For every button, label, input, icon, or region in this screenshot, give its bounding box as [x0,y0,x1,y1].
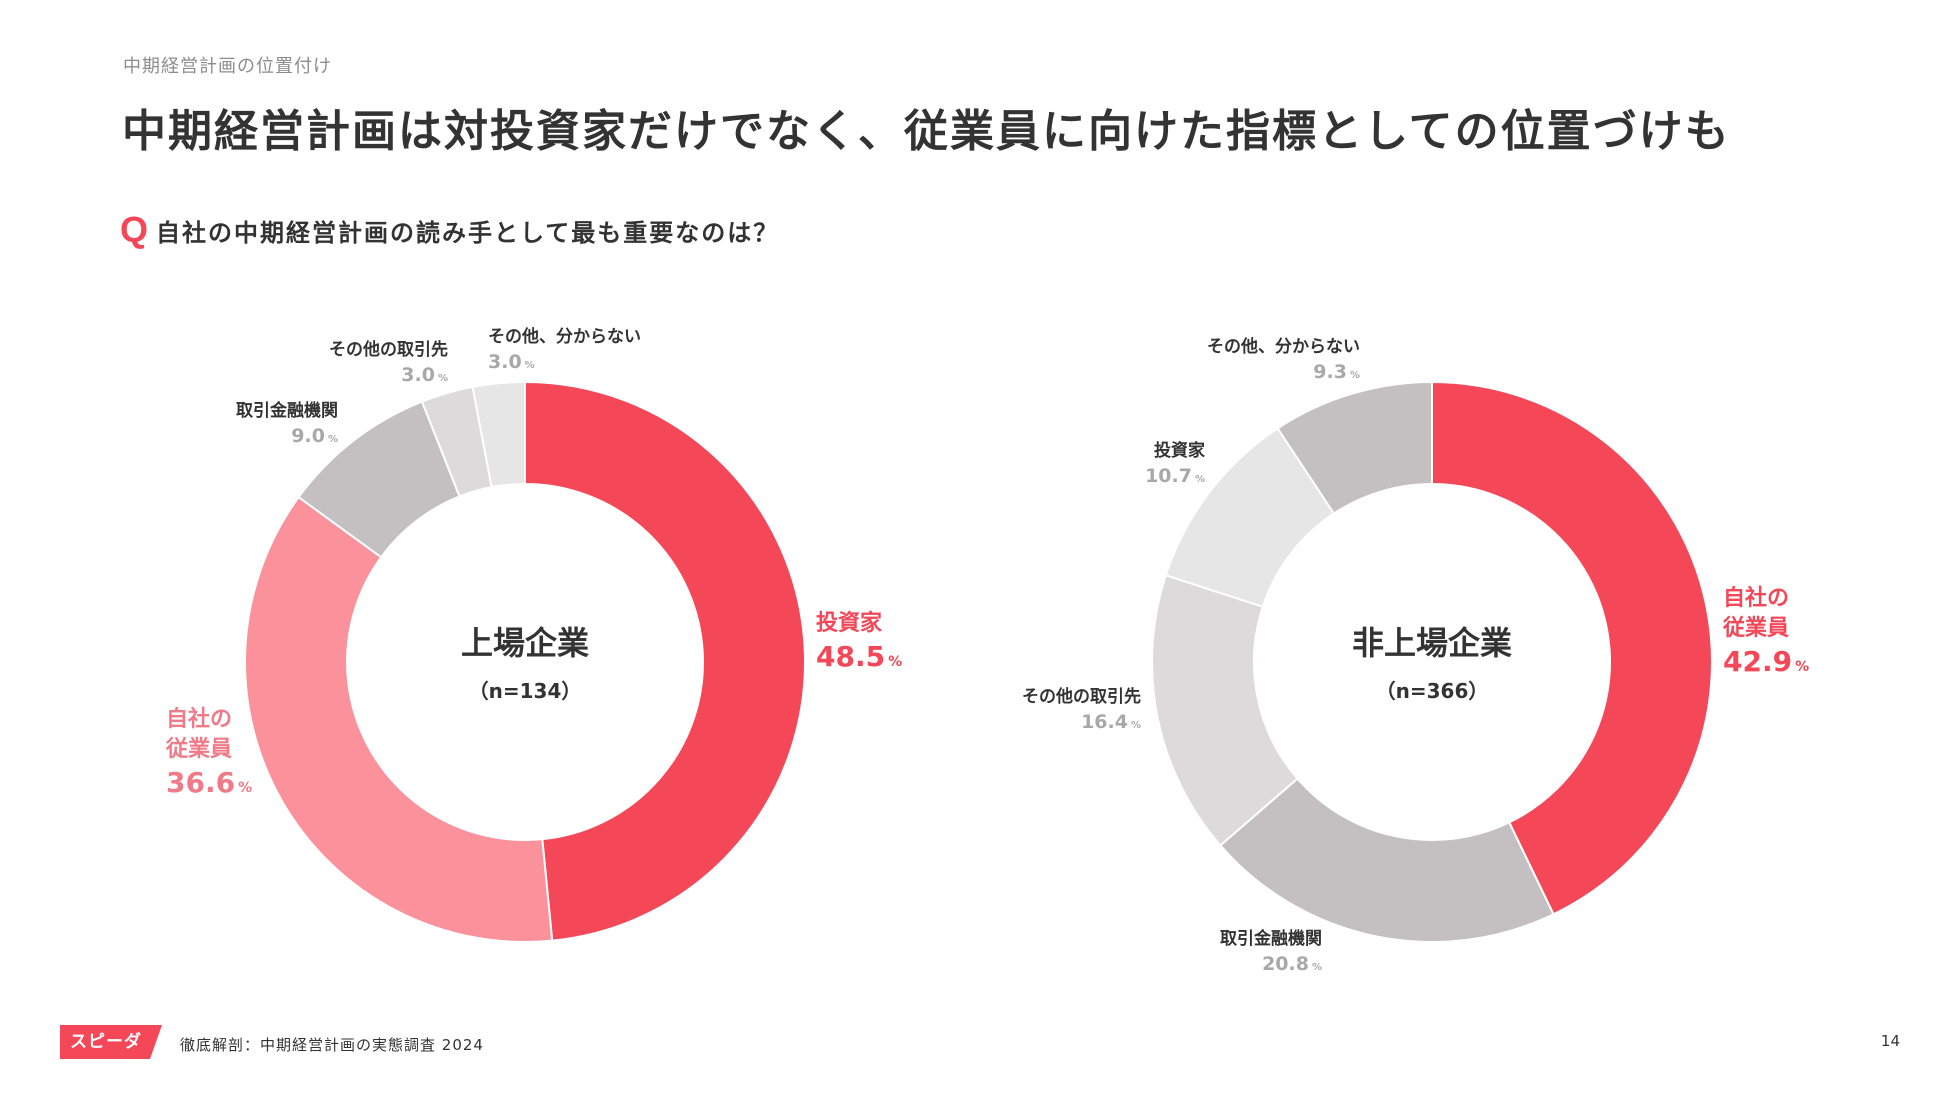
donut-slice [244,495,554,943]
page-title: 中期経営計画は対投資家だけでなく、従業員に向けた指標としての位置づけも [122,106,1731,157]
slice-label-value: 48.5% [816,640,902,673]
slice-label-value: 3.0% [488,351,535,373]
slice-label-name: 投資家 [1154,440,1205,461]
slice-label-name: その他の取引先 [1022,686,1141,707]
slice-label: その他、分からない 3.0% [488,326,641,373]
donut-slice [1276,380,1433,515]
speeda-logo: スピーダ [60,1025,162,1059]
question: Q 自社の中期経営計画の読み手として最も重要なのは？ [120,212,779,248]
footer-source: 徹底解剖：中期経営計画の実態調査 2024 [180,1036,484,1054]
slice-label-name: 従業員 [165,736,232,762]
slice-label-value: 42.9% [1723,645,1809,678]
slice-label-value: 16.4% [1081,711,1141,733]
slice-label: その他の取引先 3.0% [329,339,448,386]
slice-label-value: 10.7% [1145,465,1205,487]
slice-label-name: その他、分からない [1207,336,1360,357]
slice-label-value: 20.8% [1262,953,1322,975]
donut-center-title: 非上場企業 [1352,624,1512,662]
logo-text: スピーダ [70,1032,142,1052]
logo-badge-shape [60,1025,162,1059]
slice-label: 投資家 10.7% [1145,440,1205,487]
slice-label: 取引金融機関 9.0% [236,400,338,447]
slice-label-name: 取引金融機関 [236,400,338,421]
breadcrumb: 中期経営計画の位置付け [123,56,332,77]
question-text: 自社の中期経営計画の読み手として最も重要なのは？ [156,218,780,247]
slice-label-value: 9.3% [1313,361,1360,383]
page-number: 14 [1880,1032,1900,1050]
slice-label-name: その他、分からない [488,326,641,347]
slice-label-name: その他の取引先 [329,339,448,360]
donut-slice [471,380,526,489]
slice-label-name: 取引金融機関 [1220,928,1322,949]
slice-label: その他、分からない 9.3% [1207,336,1360,383]
slice-label-name: 従業員 [1722,615,1789,641]
donut-slice [524,380,807,942]
slice-label-name: 自社の [1723,585,1789,611]
donut-center-sample-size: （n=366） [1376,679,1489,703]
slice-label-value: 36.6% [166,766,252,799]
slice-label-name: 投資家 [816,610,883,636]
slice-label-value: 9.0% [291,425,338,447]
question-mark: Q [120,209,149,250]
slice-label-name: 自社の [166,706,232,732]
donut-center-title: 上場企業 [461,624,589,662]
slice-label: その他の取引先 16.4% [1022,686,1141,733]
donut-center-sample-size: （n=134） [469,679,582,703]
donut-slice [1431,380,1713,916]
slice-label: 取引金融機関 20.8% [1220,928,1322,975]
donut-slice [1218,777,1555,943]
slice-label: 投資家 48.5% [816,610,902,673]
slice-label-value: 3.0% [401,364,448,386]
